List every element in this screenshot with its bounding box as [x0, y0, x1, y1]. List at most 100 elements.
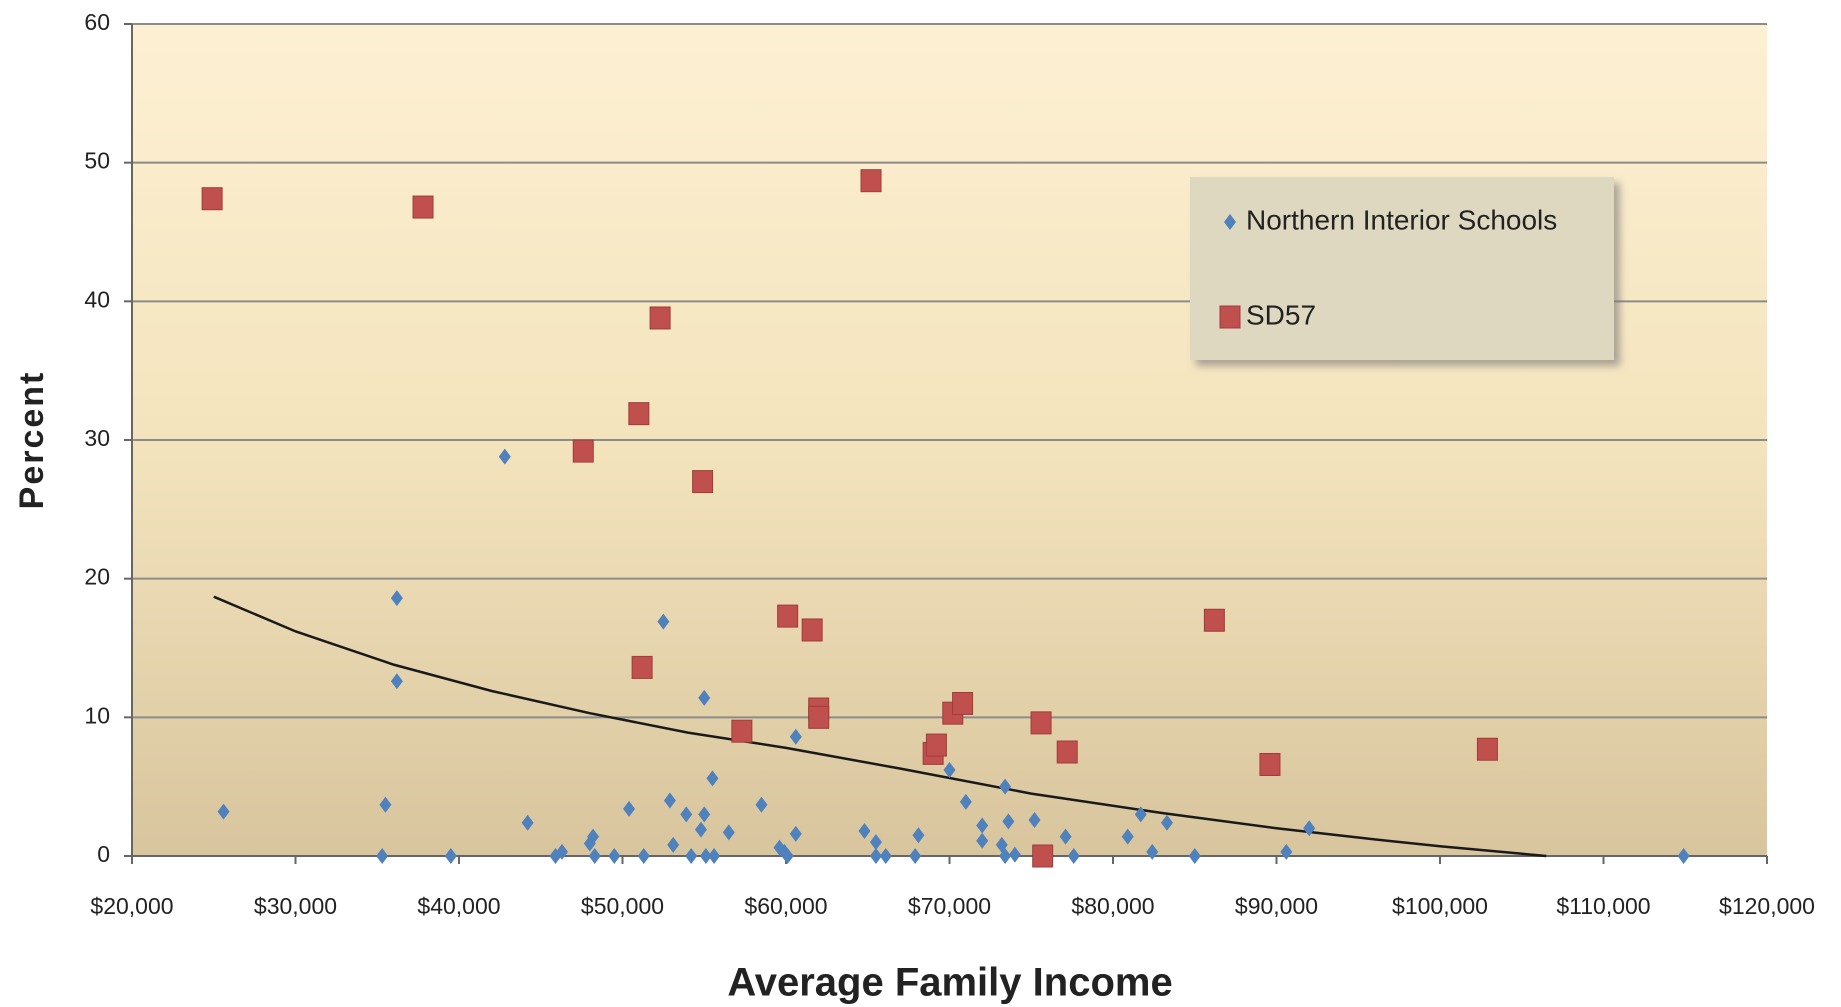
data-point — [755, 796, 768, 813]
data-point — [731, 719, 753, 743]
data-point — [1028, 811, 1041, 828]
data-point — [789, 728, 802, 745]
data-point — [556, 843, 569, 860]
y-tick-label: 60 — [84, 9, 110, 35]
data-point — [379, 796, 392, 813]
legend-label: Northern Interior Schools — [1246, 204, 1557, 235]
data-point — [789, 825, 802, 842]
data-point — [608, 848, 621, 864]
data-point — [1067, 848, 1080, 864]
legend-box — [1190, 177, 1614, 360]
data-point — [1146, 843, 1159, 860]
x-tick-label: $20,000 — [90, 893, 173, 919]
data-point — [1056, 740, 1078, 764]
y-axis-label: Percent — [13, 371, 51, 510]
data-point — [808, 705, 830, 729]
data-point — [722, 824, 735, 841]
data-point — [976, 832, 989, 849]
data-point — [999, 848, 1012, 864]
data-point — [587, 828, 600, 845]
data-point — [860, 169, 882, 193]
data-point — [879, 848, 892, 864]
data-point — [1059, 828, 1072, 845]
x-tick-label: $50,000 — [581, 893, 664, 919]
data-point — [1008, 846, 1021, 863]
data-point — [1002, 813, 1015, 830]
data-point — [498, 448, 511, 465]
data-point — [777, 604, 799, 628]
data-point — [623, 800, 636, 817]
data-point — [412, 195, 434, 219]
legend: Northern Interior Schools SD57 — [1190, 177, 1614, 360]
data-point — [706, 770, 719, 787]
data-point — [781, 848, 794, 864]
data-point — [390, 590, 403, 607]
data-point — [444, 848, 457, 864]
data-point — [663, 792, 676, 809]
data-point — [708, 848, 721, 864]
legend-label: SD57 — [1246, 299, 1316, 330]
x-tick-label: $90,000 — [1235, 893, 1318, 919]
data-point — [952, 691, 974, 715]
data-point — [912, 827, 925, 844]
data-point — [628, 402, 650, 426]
y-tick-label: 40 — [84, 286, 110, 312]
data-point — [1030, 711, 1052, 735]
data-point — [869, 834, 882, 851]
y-tick-label: 0 — [97, 841, 110, 867]
data-point — [657, 613, 670, 630]
data-point — [694, 821, 707, 838]
data-point — [692, 470, 714, 494]
data-point — [1160, 814, 1173, 831]
data-point — [667, 836, 680, 853]
data-point — [572, 439, 594, 463]
data-point — [637, 848, 650, 864]
data-point — [943, 762, 956, 779]
data-point — [680, 806, 693, 823]
data-point — [1303, 820, 1316, 837]
data-point — [698, 806, 711, 823]
data-point — [1259, 752, 1281, 776]
x-tick-label: $70,000 — [908, 893, 991, 919]
data-point — [1677, 848, 1690, 864]
data-point — [588, 848, 601, 864]
data-point — [1121, 828, 1134, 845]
data-point — [909, 848, 922, 864]
data-point — [858, 823, 871, 840]
x-tick-label: $80,000 — [1071, 893, 1154, 919]
data-point — [999, 778, 1012, 795]
data-point — [390, 673, 403, 690]
data-point — [1188, 848, 1201, 864]
data-point — [699, 848, 712, 864]
x-tick-label: $30,000 — [254, 893, 337, 919]
data-point — [869, 848, 882, 864]
data-point — [1203, 608, 1225, 632]
data-point — [631, 655, 653, 679]
data-point — [1134, 806, 1147, 823]
data-point — [649, 306, 671, 330]
x-axis-label: Average Family Income — [727, 961, 1172, 1005]
x-tick-label: $100,000 — [1392, 893, 1488, 919]
data-point — [201, 187, 223, 211]
data-point — [976, 817, 989, 834]
data-point — [801, 618, 823, 642]
y-tick-label: 50 — [84, 148, 110, 174]
y-tick-label: 30 — [84, 425, 110, 451]
trendline — [213, 595, 1547, 858]
data-point — [685, 848, 698, 864]
data-point — [1476, 737, 1498, 761]
data-point — [521, 814, 534, 831]
legend-marker — [1219, 305, 1241, 329]
data-point — [376, 848, 389, 864]
x-tick-label: $60,000 — [744, 893, 827, 919]
data-point — [1280, 843, 1293, 860]
data-point — [925, 733, 947, 757]
x-tick-label: $110,000 — [1556, 893, 1650, 919]
x-tick-label: $40,000 — [417, 893, 500, 919]
y-tick-label: 10 — [84, 702, 110, 728]
x-tick-label: $120,000 — [1719, 893, 1815, 919]
legend-marker — [1224, 214, 1236, 230]
data-point — [1032, 844, 1054, 868]
y-tick-label: 20 — [84, 564, 110, 590]
